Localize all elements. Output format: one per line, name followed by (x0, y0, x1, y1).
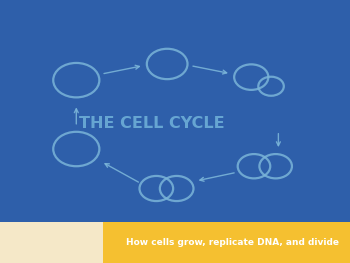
Text: THE CELL CYCLE: THE CELL CYCLE (79, 116, 225, 131)
Text: How cells grow, replicate DNA, and divide: How cells grow, replicate DNA, and divid… (126, 238, 339, 247)
